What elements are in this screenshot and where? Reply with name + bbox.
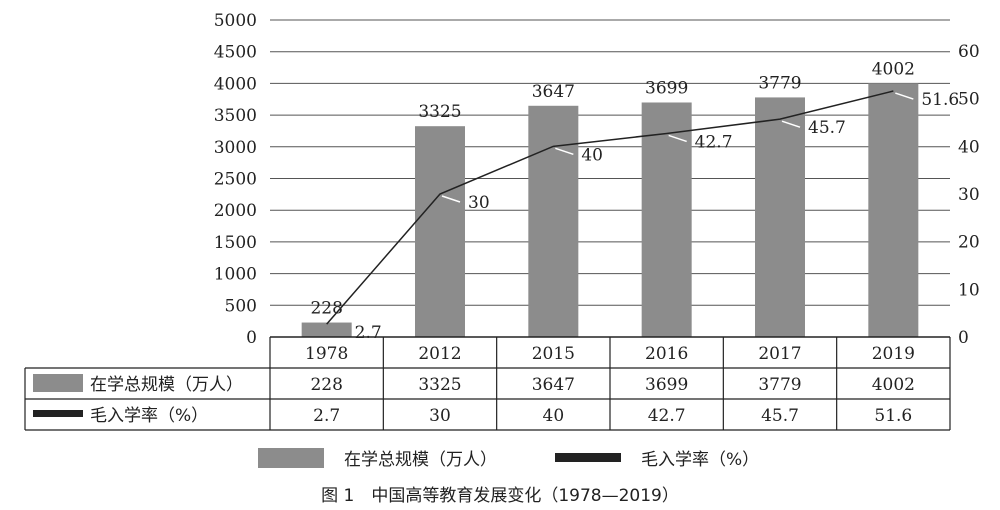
table-cell: 2.7 — [313, 406, 340, 426]
table-header-cell: 2019 — [872, 344, 915, 364]
data-table: 1978 2012 2015 2016 2017 2019 在学总规模（万人） 228 3325… — [24, 336, 951, 431]
left-tick-label: 500 — [225, 296, 257, 316]
table-cell: 40 — [543, 406, 565, 426]
right-tick-label: 10 — [958, 280, 980, 300]
table-cell: 3699 — [645, 375, 688, 395]
left-tick-label: 3500 — [214, 106, 257, 126]
legend-label-bar: 在学总规模（万人） — [344, 450, 497, 470]
bar-value-label: 228 — [310, 299, 342, 319]
right-tick-label: 50 — [958, 90, 980, 110]
line-value-label: 45.7 — [808, 118, 846, 138]
line-value-label: 42.7 — [695, 132, 733, 152]
left-tick-label: 4000 — [214, 74, 257, 94]
table-header-cell: 2012 — [418, 344, 461, 364]
table-row-label: 在学总规模（万人） — [90, 375, 243, 395]
table-cell: 228 — [310, 375, 342, 395]
table-legend-key-line — [33, 410, 83, 417]
table-cell: 3325 — [418, 375, 461, 395]
legend-label-line: 毛入学率（%） — [641, 450, 760, 470]
line-value-label: 51.6 — [921, 90, 959, 110]
table-cell: 42.7 — [648, 406, 686, 426]
bar-value-label: 3699 — [645, 78, 688, 98]
label-leader — [441, 195, 461, 203]
bar-1978 — [301, 322, 352, 337]
label-leader — [668, 134, 687, 143]
right-tick-label: 40 — [958, 137, 980, 157]
legend-item-bar: 在学总规模（万人） — [258, 445, 497, 470]
bar-2019 — [868, 83, 919, 338]
left-tick-label: 2500 — [214, 170, 257, 190]
left-tick-label: 1500 — [214, 233, 257, 253]
bar-value-label: 4002 — [872, 59, 915, 79]
line-data-labels: 2.7 30 40 42.7 45.7 51.6 — [355, 90, 960, 343]
bar-2015 — [528, 105, 579, 337]
left-tick-label: 5000 — [214, 11, 257, 31]
table-row-label: 毛入学率（%） — [90, 406, 208, 426]
table-cell: 51.6 — [874, 406, 912, 426]
left-tick-label: 1000 — [214, 265, 257, 285]
right-tick-label: 60 — [958, 42, 980, 62]
legend-key-line — [555, 453, 621, 462]
bar-data-labels: 228 3325 3647 3699 3779 4002 — [310, 59, 915, 318]
table-header-cell: 2017 — [758, 344, 801, 364]
table-cell: 3779 — [758, 375, 801, 395]
label-leader — [781, 120, 801, 128]
left-tick-label: 3000 — [214, 138, 257, 158]
bar-value-label: 3325 — [418, 102, 461, 122]
table-cell: 30 — [429, 406, 451, 426]
bar-2016 — [641, 102, 692, 337]
table-cell: 4002 — [872, 375, 915, 395]
line-value-label: 40 — [581, 145, 603, 165]
line-value-label: 30 — [468, 193, 490, 213]
right-tick-label: 30 — [958, 185, 980, 205]
table-legend-key-bar — [33, 374, 83, 392]
legend-item-line: 毛入学率（%） — [555, 445, 759, 470]
label-leader — [895, 92, 914, 100]
bar-series — [301, 83, 919, 338]
left-axis: 0 500 1000 1500 2000 2500 3000 3500 4000 4500 5000 — [214, 11, 257, 348]
left-tick-label: 4500 — [214, 43, 257, 63]
table-header-cell: 2015 — [532, 344, 575, 364]
legend: 在学总规模（万人） 毛入学率（%） — [258, 445, 817, 470]
table-header-cell: 2016 — [645, 344, 688, 364]
bar-value-label: 3779 — [758, 73, 801, 93]
line-series — [326, 90, 894, 325]
line-path — [326, 90, 894, 325]
right-tick-label: 0 — [958, 328, 969, 348]
bar-2017 — [755, 97, 805, 337]
label-leader — [555, 147, 574, 156]
table-cell: 3647 — [532, 375, 575, 395]
gridlines — [270, 19, 950, 306]
table-header-cell: 1978 — [305, 344, 348, 364]
bar-value-label: 3647 — [532, 82, 575, 102]
right-tick-label: 20 — [958, 233, 980, 253]
figure-caption: 图 1 中国高等教育发展变化（1978—2019） — [321, 486, 679, 506]
left-tick-label: 0 — [246, 328, 257, 348]
table-cell: 45.7 — [761, 406, 799, 426]
right-axis: 0 10 20 30 40 50 60 — [958, 42, 980, 348]
legend-key-bar — [258, 447, 324, 468]
left-tick-label: 2000 — [214, 201, 257, 221]
bar-2012 — [415, 126, 465, 337]
line-value-label: 2.7 — [355, 323, 382, 343]
